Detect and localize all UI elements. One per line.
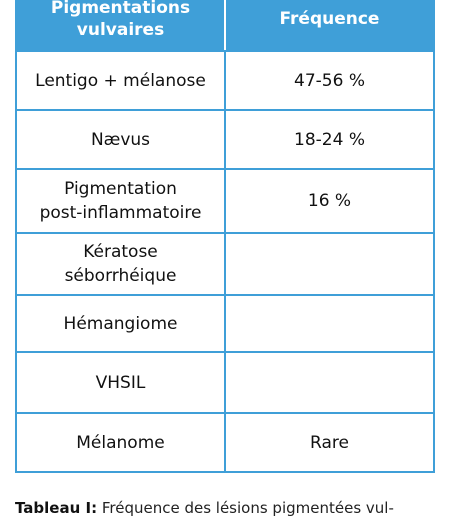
- frequency-cell: Rare: [224, 412, 435, 473]
- lesion-cell: Pigmentation post-inflammatoire: [15, 168, 226, 234]
- lesion-cell: Lentigo + mélanose: [15, 50, 226, 111]
- frequency-cell: 47-56 %: [224, 50, 435, 111]
- table-row: VHSIL: [15, 351, 435, 414]
- lesion-cell: Nævus: [15, 109, 226, 170]
- caption-text: Fréquence des lésions pigmentées vul-: [97, 499, 394, 517]
- frequency-cell: 16 %: [224, 168, 435, 234]
- frequency-cell: [224, 294, 435, 353]
- lesion-cell: Mélanome: [15, 412, 226, 473]
- lesion-cell: Kératose séborrhéique: [15, 232, 226, 296]
- lesion-cell: Hémangiome: [15, 294, 226, 353]
- table-row: Nævus 18-24 %: [15, 109, 435, 170]
- caption-label: Tableau I:: [15, 499, 98, 517]
- header-frequence: Fréquence: [224, 0, 435, 52]
- frequency-table-container: Pigmentations vulvaires Fréquence Lentig…: [15, 0, 435, 473]
- lesion-cell: VHSIL: [15, 351, 226, 414]
- table-row: Hémangiome: [15, 294, 435, 353]
- frequency-cell: 18-24 %: [224, 109, 435, 170]
- table-row: Lentigo + mélanose 47-56 %: [15, 50, 435, 111]
- frequency-cell: [224, 232, 435, 296]
- table-header-row: Pigmentations vulvaires Fréquence: [15, 0, 435, 52]
- frequency-cell: [224, 351, 435, 414]
- table-row: Pigmentation post-inflammatoire 16 %: [15, 168, 435, 234]
- table-row: Kératose séborrhéique: [15, 232, 435, 296]
- pigmentation-frequency-table: Pigmentations vulvaires Fréquence Lentig…: [15, 0, 435, 473]
- table-caption: Tableau I: Fréquence des lésions pigment…: [15, 498, 445, 518]
- table-row: Mélanome Rare: [15, 412, 435, 473]
- header-pigmentations: Pigmentations vulvaires: [15, 0, 226, 52]
